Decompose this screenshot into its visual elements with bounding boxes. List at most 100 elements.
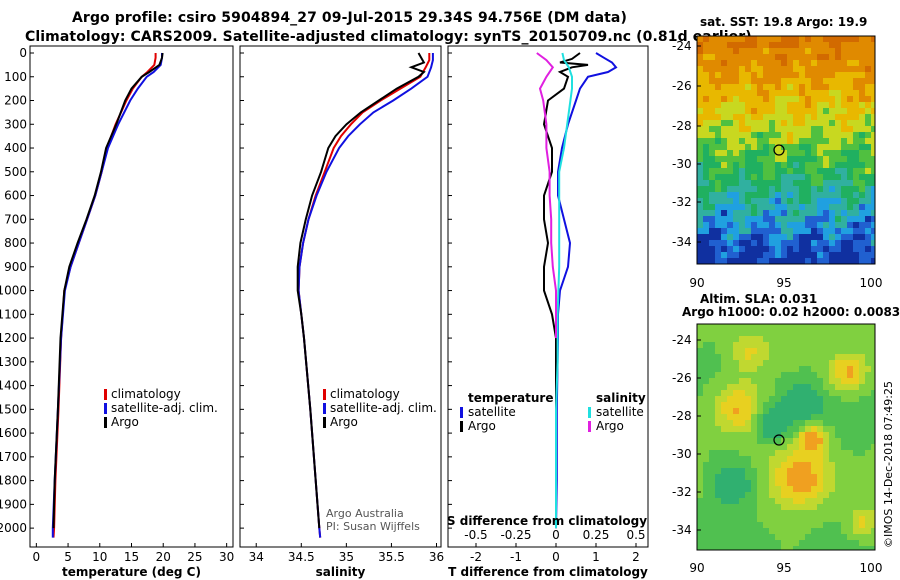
x-tick-label: 1 <box>592 550 600 564</box>
legend-swatch <box>104 417 107 428</box>
y-tick-label: 900 <box>4 260 27 274</box>
x-tick-label: 36 <box>429 550 444 564</box>
legend-swatch <box>323 389 326 400</box>
legend-label: Argo <box>596 419 624 433</box>
lat-tick-label: -30 <box>672 157 692 171</box>
legend-label: satellite-adj. clim. <box>330 401 437 415</box>
plot-frame <box>447 45 649 548</box>
series-line-s-argo <box>536 52 557 339</box>
lat-tick-label: -30 <box>672 447 692 461</box>
y-tick-label: 2000 <box>0 521 27 535</box>
x-tick-label: 25 <box>187 550 202 564</box>
y-tick-label: 600 <box>4 189 27 203</box>
y-tick-label: 1500 <box>0 402 27 416</box>
legend-label: satellite <box>468 405 516 419</box>
lat-tick-label: -32 <box>672 195 692 209</box>
s-tick-label: 0 <box>552 528 560 542</box>
legend-label: satellite-adj. clim. <box>111 401 218 415</box>
s-tick-label: -0.25 <box>500 528 531 542</box>
y-tick-label: 300 <box>4 117 27 131</box>
x-tick-label: 34 <box>249 550 264 564</box>
y-tick-label: 1100 <box>0 307 27 321</box>
x-tick-label: 0 <box>552 550 560 564</box>
series-line-climatology <box>297 53 431 538</box>
x-tick-label: 34.5 <box>288 550 315 564</box>
s-tick-label: -0.5 <box>464 528 487 542</box>
series-line-argo <box>52 52 164 529</box>
x-axis-label: T difference from climatology <box>448 565 648 579</box>
legend-label: Argo <box>468 419 496 433</box>
y-tick-label: 400 <box>4 141 27 155</box>
x-tick-label: 10 <box>92 550 107 564</box>
lat-tick-label: -32 <box>672 485 692 499</box>
x-tick-label: 2 <box>632 550 640 564</box>
y-tick-label: 700 <box>4 212 27 226</box>
series-line-satellite-adj-clim- <box>51 53 163 538</box>
argo-location-marker <box>773 434 785 446</box>
legend-label: satellite <box>596 405 644 419</box>
series-line-s-satellite <box>555 52 573 529</box>
chart-title-line2: Climatology: CARS2009. Satellite-adjuste… <box>25 29 752 45</box>
plot-frame <box>239 45 442 548</box>
series-line-climatology <box>52 53 157 538</box>
lat-tick-label: -28 <box>672 409 692 423</box>
x-axis-label: temperature (deg C) <box>62 565 201 579</box>
lon-tick-label: 100 <box>860 276 883 290</box>
x-tick-label: -2 <box>470 550 482 564</box>
legend-swatch <box>323 417 326 428</box>
x-tick-label: 35.5 <box>378 550 405 564</box>
y-tick-label: 1400 <box>0 379 27 393</box>
lat-tick-label: -24 <box>672 39 692 53</box>
s-tick-label: 0.25 <box>583 528 610 542</box>
sla-title-2: Argo h1000: 0.02 h2000: 0.0083 <box>682 305 900 319</box>
legend-label: climatology <box>111 387 181 401</box>
y-tick-label: 500 <box>4 165 27 179</box>
lon-tick-label: 90 <box>689 276 704 290</box>
x-axis-label: salinity <box>316 565 366 579</box>
lat-tick-label: -34 <box>672 523 692 537</box>
lon-tick-label: 90 <box>689 561 704 575</box>
y-tick-label: 800 <box>4 236 27 250</box>
x-tick-label: 5 <box>64 550 72 564</box>
y-tick-label: 0 <box>19 46 27 60</box>
y-tick-label: 1200 <box>0 331 27 345</box>
profile-panel-3: -2 -1 0 1 2T difference from climatology <box>447 45 649 579</box>
lat-tick-label: -26 <box>672 371 692 385</box>
x-tick-label: 0 <box>33 550 41 564</box>
y-tick-label: 1000 <box>0 284 27 298</box>
x-tick-label: 30 <box>219 550 234 564</box>
series-line-t-argo <box>542 52 589 529</box>
legend-title-salinity: salinity <box>596 391 646 405</box>
y-tick-label: 1900 <box>0 497 27 511</box>
sla-title-1: Altim. SLA: 0.031 <box>700 292 817 306</box>
legend-swatch <box>588 421 591 432</box>
sla-map <box>696 323 876 551</box>
legend-swatch <box>104 389 107 400</box>
sst-map <box>696 35 876 265</box>
series-line-t-satellite <box>555 52 618 529</box>
lat-tick-label: -28 <box>672 119 692 133</box>
lon-tick-label: 95 <box>776 561 791 575</box>
lat-tick-label: -24 <box>672 333 692 347</box>
plot-frame <box>29 45 234 548</box>
x-tick-label: 35 <box>339 550 354 564</box>
legend-swatch <box>460 407 463 418</box>
profile-panel-1: 0 5 10 15 20 25 30 temperature (deg C) 0 100 200 30… <box>0 45 234 579</box>
legend-swatch <box>104 403 107 414</box>
lon-tick-label: 100 <box>860 561 883 575</box>
x-tick-label: 15 <box>124 550 139 564</box>
legend-label: Argo <box>111 415 139 429</box>
s-axis-label: S difference from climatology <box>447 514 647 528</box>
s-tick-label: 0.5 <box>626 528 645 542</box>
x-tick-label: -1 <box>510 550 522 564</box>
legend-label: Argo <box>330 415 358 429</box>
legend-swatch <box>588 407 591 418</box>
argo-location-marker <box>773 144 785 156</box>
series-line-argo <box>296 52 426 529</box>
pi-label: PI: Susan Wijffels <box>326 520 420 533</box>
lat-tick-label: -34 <box>672 235 692 249</box>
argo-australia-label: Argo Australia <box>326 507 404 520</box>
profile-panel-2: 34 34.5 35 35.5 36 salinity <box>239 45 444 579</box>
legend-label: climatology <box>330 387 400 401</box>
